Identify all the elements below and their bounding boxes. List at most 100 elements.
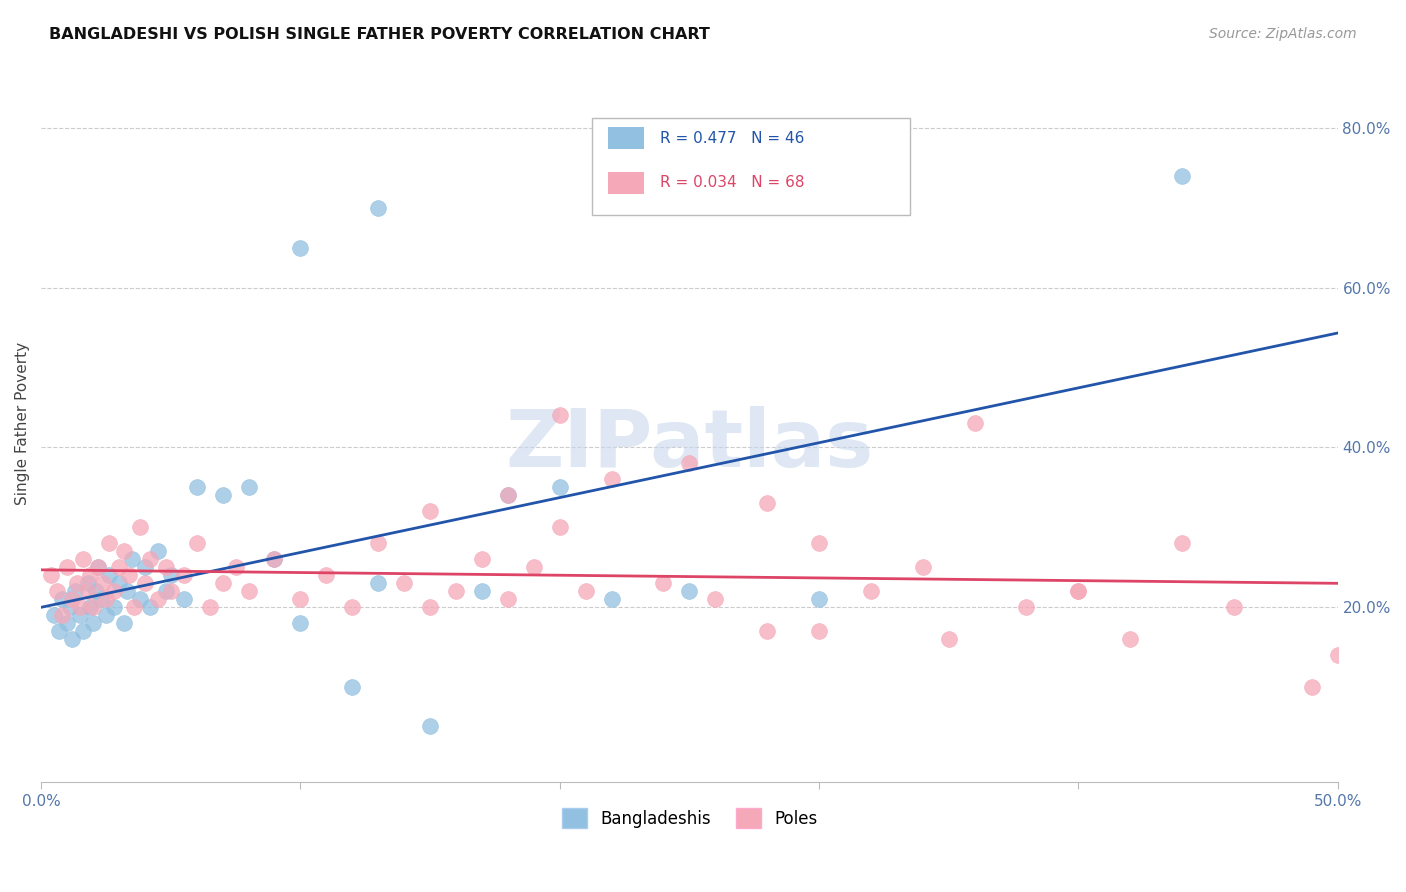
Point [186,480,208,494]
Point [103,583,125,598]
Point [87,559,110,574]
Point [1171,169,1194,183]
Point [45,583,67,598]
FancyBboxPatch shape [607,128,644,149]
Point [51,591,73,606]
Point [238,583,260,598]
Point [1067,583,1090,598]
Point [600,472,623,486]
Point [211,488,233,502]
Point [548,408,571,422]
Point [367,575,389,590]
Point [134,559,156,574]
Point [471,552,494,566]
Point [342,599,364,614]
Point [548,520,571,534]
Point [186,536,208,550]
Point [112,615,135,630]
Point [42,607,65,622]
Point [198,599,221,614]
Point [938,632,960,646]
FancyBboxPatch shape [607,172,644,194]
Point [652,575,675,590]
Point [263,552,285,566]
Point [392,575,415,590]
Point [94,591,117,606]
Point [808,591,831,606]
Point [290,615,312,630]
Text: Source: ZipAtlas.com: Source: ZipAtlas.com [1209,27,1357,41]
Point [72,552,94,566]
Point [146,591,169,606]
Text: R = 0.477   N = 46: R = 0.477 N = 46 [659,131,804,145]
Point [290,591,312,606]
Point [1301,680,1323,694]
Point [1119,632,1142,646]
Point [93,575,115,590]
Point [97,567,120,582]
Point [90,591,112,606]
Point [756,624,779,638]
Point [79,567,101,582]
Point [84,583,107,598]
Point [103,599,125,614]
Point [134,575,156,590]
Point [419,504,441,518]
Text: ZIPatlas: ZIPatlas [505,406,873,483]
Point [315,567,337,582]
Point [60,632,83,646]
Point [211,575,233,590]
Point [496,488,519,502]
Point [367,536,389,550]
Point [496,488,519,502]
Point [523,559,546,574]
Point [859,583,882,598]
Point [72,624,94,638]
Point [48,624,70,638]
Point [51,607,73,622]
Point [87,559,110,574]
Point [496,591,519,606]
Point [575,583,598,598]
Point [1223,599,1246,614]
Point [678,456,700,470]
Point [290,241,312,255]
Point [79,599,101,614]
Text: BANGLADESHI VS POLISH SINGLE FATHER POVERTY CORRELATION CHART: BANGLADESHI VS POLISH SINGLE FATHER POVE… [49,27,710,42]
Point [808,536,831,550]
Point [173,567,195,582]
Point [82,599,104,614]
Point [159,583,181,598]
Point [59,599,82,614]
Point [60,591,83,606]
Point [108,575,131,590]
Point [471,583,494,598]
Point [1015,599,1038,614]
Point [63,583,86,598]
Point [112,544,135,558]
Y-axis label: Single Father Poverty: Single Father Poverty [15,342,30,505]
Point [66,575,89,590]
Point [155,583,177,598]
FancyBboxPatch shape [592,118,910,215]
Point [56,559,79,574]
Point [97,536,120,550]
Point [94,607,117,622]
Point [118,567,141,582]
Point [41,567,63,582]
Point [367,201,389,215]
Point [128,591,150,606]
Point [82,615,104,630]
Point [69,607,91,622]
Point [56,615,79,630]
Point [108,559,131,574]
Point [238,480,260,494]
Point [1067,583,1090,598]
Point [159,567,181,582]
Point [76,575,98,590]
Point [128,520,150,534]
Point [155,559,177,574]
Point [69,599,91,614]
Point [600,591,623,606]
Point [1171,536,1194,550]
